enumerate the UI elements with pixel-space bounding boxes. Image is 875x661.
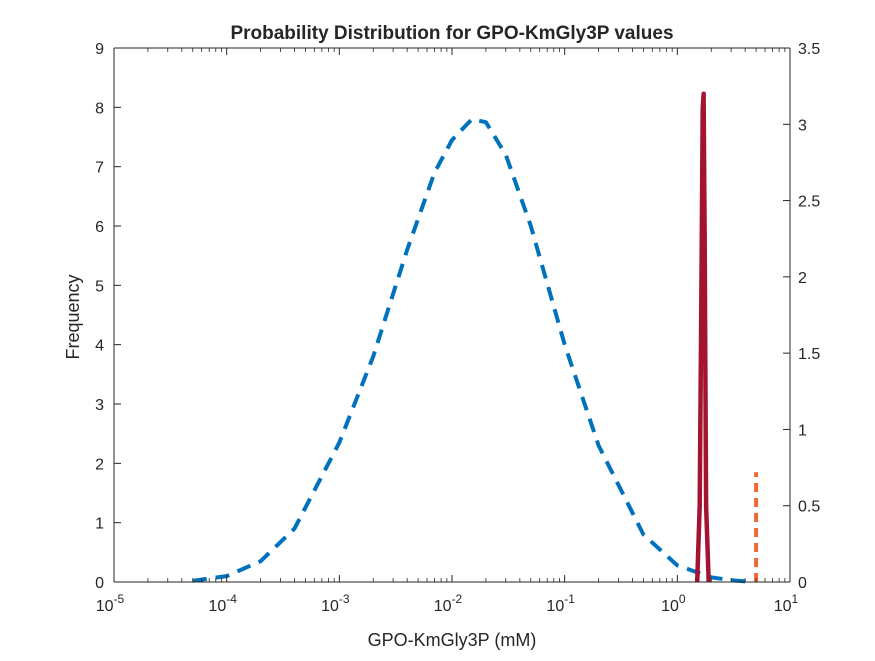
y-right-tick-label: 3.5 [798,41,820,58]
y-left-tick-label: 6 [95,219,104,236]
y-right-tick-label: 2.5 [798,194,820,211]
y-left-tick-label: 7 [95,160,104,177]
x-tick-label: 10-4 [208,592,237,615]
x-tick-label: 100 [661,592,686,615]
y-left-tick-label: 9 [95,41,104,58]
y-right-tick-label: 3 [798,117,807,134]
y-left-tick-label: 3 [95,397,104,414]
y-right-tick-label: 1.5 [798,346,820,363]
series-line-1 [192,117,746,584]
chart-title: Probability Distribution for GPO-KmGly3P… [230,23,673,44]
y-right-tick-label: 0.5 [798,499,820,516]
axes-layer: 10-5 10-4 10-3 10-2 10-1 100 101012345678900.5… [95,41,820,615]
y-left-tick-label: 2 [95,456,104,473]
y-left-tick-label: 4 [95,338,104,355]
plot-background [114,48,790,582]
y-left-tick-label: 8 [95,100,104,117]
x-tick-label: 10-1 [546,592,575,615]
y-left-tick-label: 1 [95,516,104,533]
x-tick-label: 10-3 [321,592,350,615]
y-left-tick-label: 5 [95,278,104,295]
plot-area [114,48,790,582]
y-right-tick-label: 1 [798,422,807,439]
x-tick-label: 10-5 [96,592,125,615]
y-left-tick-label: 0 [95,575,104,592]
y-right-tick-label: 0 [798,575,807,592]
series-layer [192,91,759,584]
x-tick-label: 10-2 [434,592,463,615]
series-line-2 [694,91,711,583]
y-axis-label: Frequency [63,274,83,359]
x-tick-label: 101 [774,592,799,615]
y-right-tick-label: 2 [798,270,807,287]
x-axis-label: GPO-KmGly3P (mM) [368,630,537,650]
